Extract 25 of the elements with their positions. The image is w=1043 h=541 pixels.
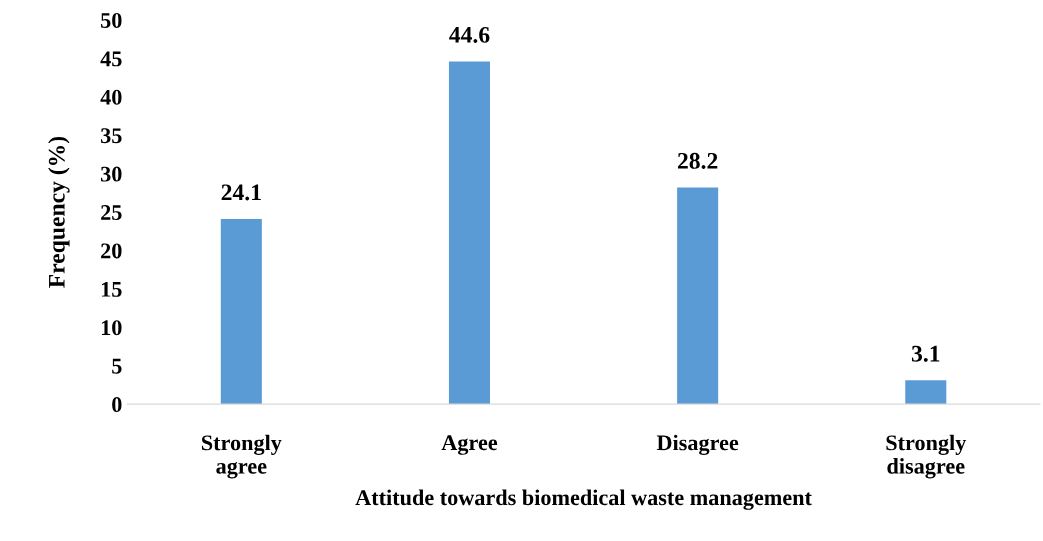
y-axis-title: Frequency (%) xyxy=(48,136,70,288)
x-axis-title: Attitude towards biomedical waste management xyxy=(355,489,812,510)
data-label: 44.6 xyxy=(449,26,490,43)
bar xyxy=(677,187,719,405)
data-label: 28.2 xyxy=(677,152,718,169)
y-tick-label: 5 xyxy=(112,358,122,374)
x-tick-label: Strongly disagree xyxy=(886,434,967,479)
y-tick-label: 35 xyxy=(101,128,122,144)
y-tick-label: 45 xyxy=(100,51,122,67)
y-tick-label: 25 xyxy=(101,205,122,220)
bar xyxy=(448,61,491,405)
y-tick-label: 0 xyxy=(112,397,122,413)
y-tick-label: 50 xyxy=(101,12,122,28)
x-tick-label: Agree xyxy=(441,435,498,455)
data-label: 24.1 xyxy=(221,184,261,201)
y-tick-label: 15 xyxy=(101,281,122,297)
y-tick-label: 30 xyxy=(101,166,122,182)
y-tick-label: 20 xyxy=(101,243,122,259)
bar xyxy=(220,218,262,405)
data-label: 3.1 xyxy=(911,345,940,362)
bar xyxy=(905,380,947,405)
x-tick-label: Disagree xyxy=(656,434,739,456)
x-tick-label: Strongly agree xyxy=(201,434,282,479)
y-tick-label: 40 xyxy=(100,89,122,105)
y-tick-label: 10 xyxy=(101,320,122,336)
